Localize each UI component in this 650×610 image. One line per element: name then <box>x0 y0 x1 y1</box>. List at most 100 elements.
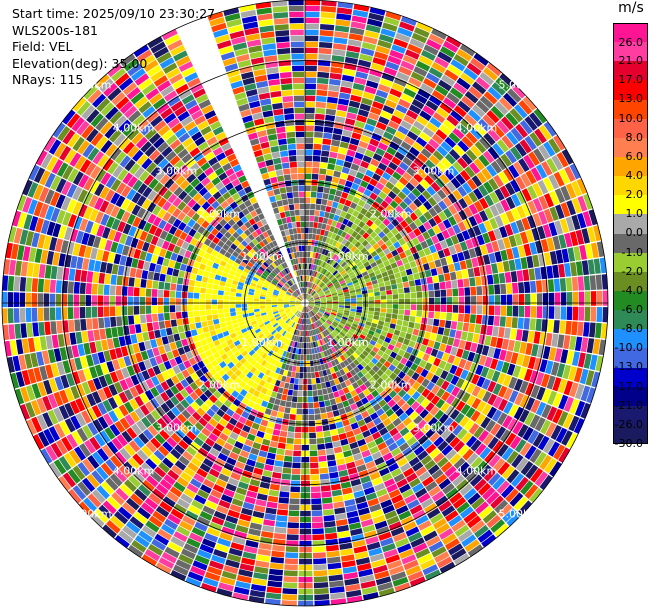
velocity-gate <box>191 499 204 510</box>
velocity-gate <box>327 218 333 226</box>
velocity-gate <box>139 305 146 315</box>
velocity-gate <box>258 425 267 433</box>
velocity-gate <box>299 336 303 343</box>
velocity-gate <box>307 251 311 258</box>
velocity-gate <box>289 498 300 505</box>
velocity-gate <box>405 182 415 192</box>
velocity-gate <box>334 234 341 242</box>
velocity-gate <box>419 110 432 121</box>
velocity-gate <box>480 244 488 255</box>
velocity-gate <box>265 592 282 600</box>
velocity-gate <box>308 414 315 421</box>
velocity-gate <box>589 354 598 371</box>
velocity-gate <box>326 335 332 341</box>
velocity-gate <box>331 346 337 353</box>
velocity-gate <box>429 332 437 341</box>
velocity-gate <box>352 279 359 284</box>
velocity-gate <box>382 227 391 235</box>
velocity-gate <box>190 329 198 337</box>
velocity-gate <box>560 292 567 306</box>
velocity-gate <box>235 407 244 416</box>
velocity-gate <box>491 409 503 422</box>
velocity-gate <box>462 448 474 461</box>
velocity-gate <box>422 105 435 116</box>
velocity-gate <box>319 168 327 175</box>
velocity-gate <box>362 327 369 333</box>
velocity-gate <box>252 403 261 411</box>
velocity-gate <box>309 450 318 457</box>
velocity-gate <box>385 313 392 319</box>
velocity-gate <box>79 294 86 307</box>
velocity-gate <box>438 211 448 222</box>
velocity-gate <box>256 554 271 562</box>
velocity-gate <box>353 177 362 185</box>
velocity-gate <box>437 222 447 232</box>
velocity-gate <box>229 308 236 313</box>
velocity-gate <box>50 321 57 335</box>
velocity-gate <box>395 354 403 362</box>
velocity-gate <box>165 327 173 336</box>
velocity-gate <box>331 489 343 497</box>
velocity-gate <box>309 303 315 305</box>
velocity-gate <box>138 484 151 497</box>
velocity-gate <box>146 314 153 323</box>
velocity-gate <box>443 97 457 109</box>
velocity-gate <box>324 249 330 256</box>
velocity-gate <box>534 417 546 432</box>
velocity-gate <box>310 342 314 348</box>
velocity-gate <box>13 292 20 307</box>
velocity-gate <box>330 477 340 485</box>
velocity-gate <box>456 321 464 331</box>
velocity-gate <box>319 293 325 297</box>
velocity-gate <box>351 132 362 140</box>
velocity-gate <box>437 51 453 64</box>
velocity-gate <box>308 298 314 302</box>
velocity-gate <box>215 543 230 553</box>
velocity-gate <box>392 294 399 299</box>
velocity-gate <box>390 227 399 236</box>
velocity-gate <box>578 306 585 321</box>
velocity-gate <box>281 322 287 328</box>
velocity-gate <box>215 437 226 447</box>
velocity-gate <box>322 323 328 329</box>
velocity-gate <box>470 296 477 305</box>
velocity-gate <box>308 304 314 308</box>
velocity-gate <box>410 537 425 548</box>
velocity-gate <box>416 375 425 384</box>
velocity-gate <box>416 115 429 126</box>
velocity-gate <box>314 371 320 378</box>
velocity-gate <box>400 60 415 71</box>
velocity-gate <box>314 299 321 301</box>
velocity-gate <box>533 148 546 163</box>
velocity-gate <box>367 385 376 393</box>
velocity-gate <box>299 546 312 553</box>
velocity-gate <box>115 306 122 316</box>
velocity-gate <box>417 152 428 163</box>
velocity-gate <box>347 467 358 475</box>
velocity-gate <box>312 252 316 259</box>
velocity-gate <box>389 427 399 437</box>
velocity-gate <box>500 305 507 316</box>
velocity-gate <box>527 185 538 200</box>
velocity-gate <box>516 205 527 219</box>
velocity-gate <box>196 468 208 478</box>
velocity-gate <box>417 419 427 430</box>
velocity-gate <box>273 466 283 473</box>
velocity-gate <box>253 298 260 302</box>
velocity-gate <box>511 317 518 329</box>
velocity-gate <box>365 281 372 287</box>
velocity-gate <box>305 113 315 120</box>
velocity-gate <box>319 473 330 480</box>
velocity-gate <box>325 175 333 182</box>
velocity-gate <box>305 251 308 258</box>
velocity-gate <box>400 120 412 130</box>
velocity-gate <box>162 441 174 453</box>
velocity-gate <box>109 285 116 296</box>
velocity-gate <box>106 520 121 534</box>
velocity-gate <box>326 544 339 552</box>
velocity-gate <box>461 153 473 165</box>
velocity-gate <box>530 399 541 414</box>
velocity-gate <box>326 320 332 325</box>
velocity-gate <box>402 393 411 402</box>
velocity-gate <box>464 113 477 127</box>
